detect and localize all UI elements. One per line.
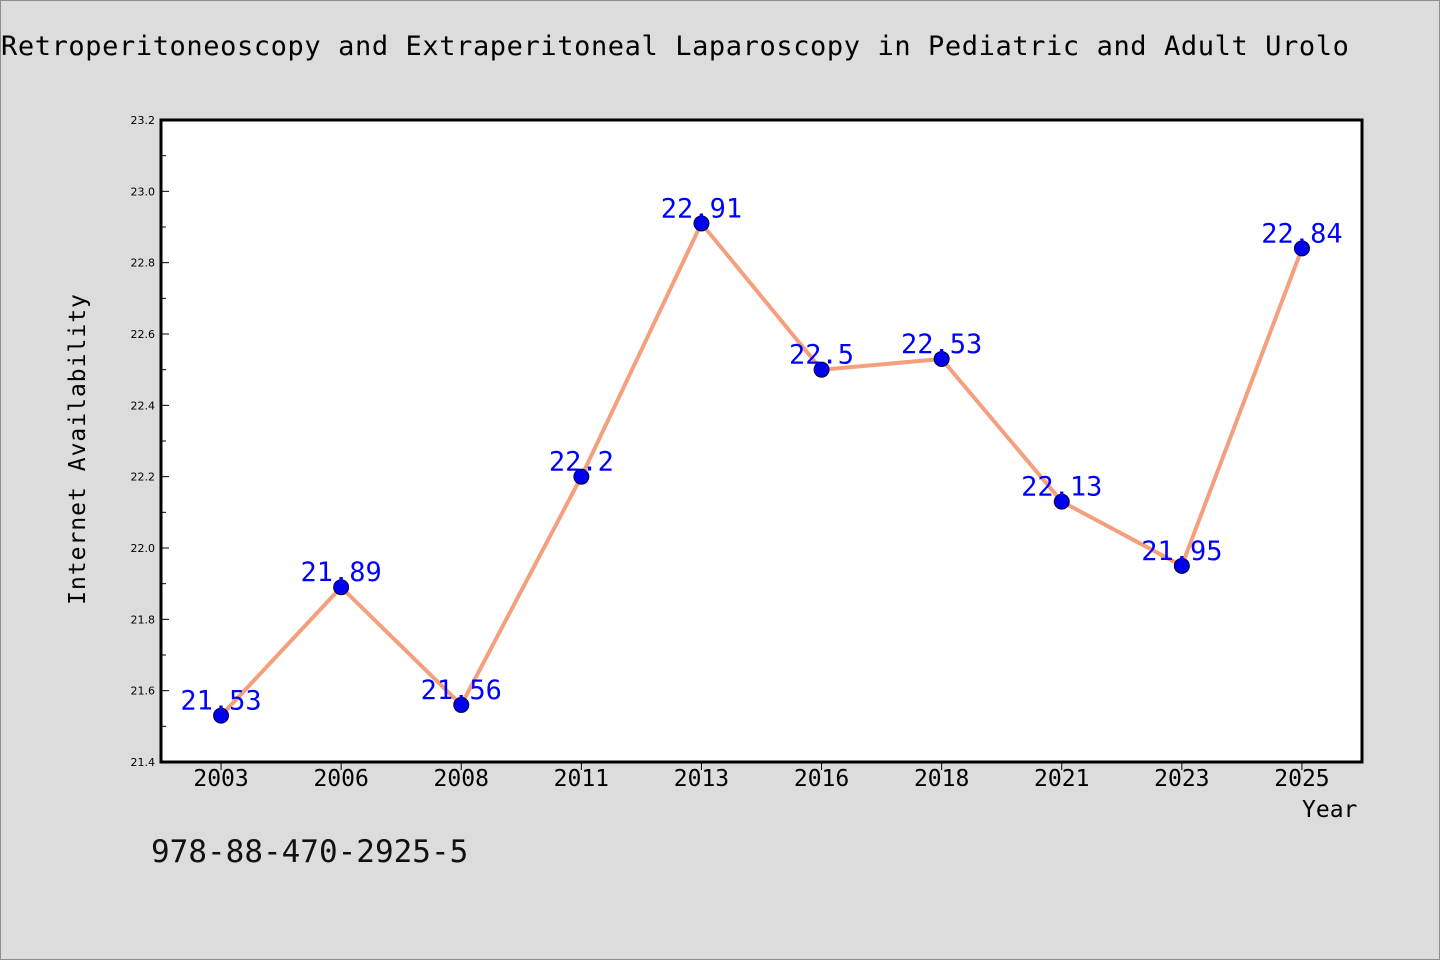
y-tick-label: 22.0 [131, 542, 156, 555]
data-label: 22.91 [661, 193, 742, 224]
isbn-text: 978-88-470-2925-5 [151, 834, 469, 870]
data-point [213, 707, 230, 724]
x-tick-label: 2018 [914, 766, 969, 792]
x-tick-label: 2011 [554, 766, 609, 792]
x-tick-label: 2006 [313, 766, 368, 792]
data-point [933, 350, 950, 367]
y-tick-label: 22.2 [131, 471, 156, 484]
chart-title: Retroperitoneoscopy and Extraperitoneal … [1, 31, 1350, 62]
data-label: 21.56 [421, 675, 502, 706]
y-tick-label: 21.4 [131, 756, 156, 769]
data-point [1293, 240, 1310, 257]
x-tick-label: 2023 [1154, 766, 1209, 792]
y-tick-label: 21.6 [131, 685, 156, 698]
data-label: 22.13 [1021, 472, 1102, 503]
data-label: 21.95 [1141, 536, 1222, 567]
x-tick-label: 2021 [1034, 766, 1089, 792]
data-label: 22.5 [789, 340, 854, 371]
y-axis-label: Internet Availability [65, 293, 91, 605]
y-tick-label: 23.0 [131, 185, 156, 198]
series-line [219, 221, 1304, 718]
data-label: 22.84 [1261, 218, 1342, 249]
y-tick-label: 22.4 [131, 399, 156, 412]
x-tick-label: 2025 [1274, 766, 1329, 792]
data-point [1173, 557, 1190, 574]
data-label: 21.89 [301, 557, 382, 588]
x-tick-label: 2013 [674, 766, 729, 792]
data-label: 22.2 [549, 447, 614, 478]
data-point [453, 696, 470, 713]
data-point [333, 579, 350, 596]
data-label: 22.53 [901, 329, 982, 360]
x-tick-label: 2008 [434, 766, 489, 792]
data-label: 21.53 [180, 686, 261, 717]
plot-area [161, 120, 1362, 762]
plot-border [159, 118, 1364, 764]
data-point [1053, 493, 1070, 510]
x-axis-label: Year [1302, 797, 1358, 823]
data-point [573, 468, 590, 485]
y-tick-label: 22.8 [131, 257, 156, 270]
x-tick-label: 2016 [794, 766, 849, 792]
y-tick-label: 23.2 [131, 114, 156, 127]
x-tick-label: 2003 [193, 766, 248, 792]
data-point [813, 361, 830, 378]
y-tick-label: 21.8 [131, 613, 156, 626]
data-point [693, 215, 710, 232]
y-tick-label: 22.6 [131, 328, 156, 341]
